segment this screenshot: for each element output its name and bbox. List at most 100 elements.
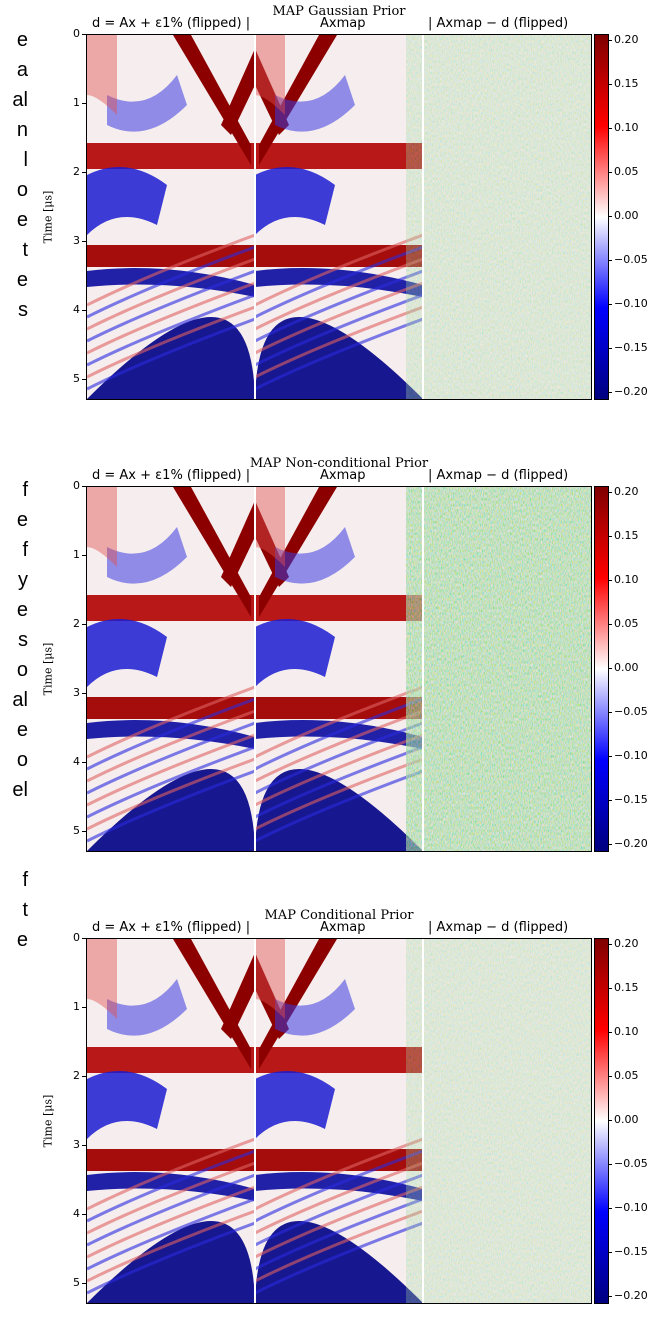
wavefront-area (255, 720, 423, 749)
wavefront-area (87, 1047, 255, 1073)
y-tick-label: 1 (73, 96, 80, 110)
y-tick-mark (82, 1076, 86, 1078)
subplot-label: d = Ax + ε1% (flipped) | (92, 16, 251, 31)
colorbar-tick-mark (609, 1032, 612, 1033)
clipped-text-fragment: f (22, 869, 28, 891)
wavefront-mark (255, 1197, 423, 1271)
wavefront-mark (87, 733, 255, 807)
colorbar-tick-label: 0.15 (614, 529, 639, 542)
wavefront-mark (87, 281, 255, 355)
heatmap-plot (86, 938, 592, 1304)
wavefront-area (107, 75, 187, 132)
wavefront-mark (255, 245, 423, 319)
y-tick-mark (82, 172, 86, 174)
heatmap-subimage (255, 487, 423, 851)
wavefront-area (87, 619, 167, 687)
heatmap-image (87, 939, 591, 1303)
clipped-text-fragment: e (16, 209, 28, 231)
y-tick-mark (82, 241, 86, 243)
y-tick-mark (82, 1007, 86, 1009)
colorbar-tick-mark (609, 624, 612, 625)
clipped-text-fragment: e (16, 599, 28, 621)
colorbar-tick-mark (609, 668, 612, 669)
colorbar-tick-label: 0.00 (614, 661, 639, 674)
colorbar-tick-label: 0.00 (614, 1113, 639, 1126)
colorbar (594, 486, 609, 852)
subplot-label: | Axmap − d (flipped) (428, 16, 569, 31)
y-tick-mark (82, 103, 86, 105)
wavefront-area (87, 720, 255, 749)
colorbar-tick-label: −0.20 (614, 1289, 648, 1302)
wavefront-mark (255, 233, 423, 307)
wavefront-mark (255, 293, 423, 367)
clipped-text-fragment: f (22, 539, 28, 561)
clipped-text-fragment: e (16, 29, 28, 51)
wavefront-area (107, 527, 187, 584)
clipped-text-fragment: l (23, 149, 28, 171)
wavefront-mark (87, 1185, 255, 1259)
wavefront-mark (255, 1137, 423, 1211)
colorbar-tick-mark (609, 1252, 612, 1253)
colorbar-tick-mark (609, 40, 612, 41)
wavefront-mark (255, 317, 423, 391)
colorbar-tick-label: −0.10 (614, 1201, 648, 1214)
heatmap-plot (86, 486, 592, 852)
wavefront-area (275, 75, 355, 132)
wavefront-mark (87, 293, 255, 367)
wavefront-mark (255, 1209, 423, 1283)
colorbar-tick-label: 0.05 (614, 1069, 639, 1082)
wavefront-area (255, 1071, 335, 1139)
clipped-text-fragment: e (16, 269, 28, 291)
subplot-label: d = Ax + ε1% (flipped) | (92, 468, 251, 483)
y-tick-mark (82, 938, 86, 939)
wavefront-mark (255, 769, 423, 843)
y-tick-label: 2 (73, 617, 80, 631)
wavefront-mark (255, 257, 423, 331)
wavefront-mark (255, 281, 423, 355)
wavefront-mark (87, 233, 255, 307)
subplot-label: Axmap (320, 468, 366, 483)
colorbar-tick-label: −0.10 (614, 297, 648, 310)
wavefront-mark (87, 697, 255, 771)
wavefront-area (255, 769, 423, 851)
wavefront-mark (87, 1149, 255, 1223)
wavefront-area (255, 619, 335, 687)
wavefront-area (87, 1071, 167, 1139)
wavefront-area (255, 143, 423, 169)
wavefront-area (221, 48, 255, 135)
wavefront-mark (255, 1149, 423, 1223)
wavefront-area (87, 35, 117, 115)
clipped-text-fragment: el (12, 779, 28, 801)
colorbar-tick-mark (609, 348, 612, 349)
y-tick-label: 3 (73, 234, 80, 248)
wavefront-area (255, 167, 335, 235)
wavefront-area (87, 487, 117, 567)
wavefront-mark (255, 733, 423, 807)
clipped-text-fragment: o (16, 179, 28, 201)
heatmap-subimage (87, 487, 255, 851)
wavefront-mark (87, 709, 255, 783)
clipped-text-fragment: y (18, 569, 28, 591)
wavefront-area (221, 500, 255, 587)
wavefront-area (255, 317, 423, 399)
clipped-text-fragment: o (16, 659, 28, 681)
subplot-label: Axmap (320, 920, 366, 935)
colorbar-tick-mark (609, 1296, 612, 1297)
colorbar-tick-label: 0.10 (614, 573, 639, 586)
wavefront-mark (87, 745, 255, 819)
colorbar-tick-label: 0.05 (614, 165, 639, 178)
wavefront-area (275, 527, 355, 584)
colorbar-tick-mark (609, 216, 612, 217)
y-tick-mark (82, 1145, 86, 1147)
colorbar-tick-mark (609, 536, 612, 537)
y-tick-label: 4 (73, 303, 80, 317)
clipped-text-fragment: t (22, 239, 28, 261)
colorbar-tick-label: 0.10 (614, 121, 639, 134)
wavefront-mark (87, 1173, 255, 1247)
colorbar-tick-label: −0.15 (614, 793, 648, 806)
colorbar-tick-mark (609, 1120, 612, 1121)
colorbar-tick-mark (609, 1164, 612, 1165)
heatmap-image (87, 35, 591, 399)
colorbar-tick-label: 0.05 (614, 617, 639, 630)
wavefront-mark (255, 1173, 423, 1247)
